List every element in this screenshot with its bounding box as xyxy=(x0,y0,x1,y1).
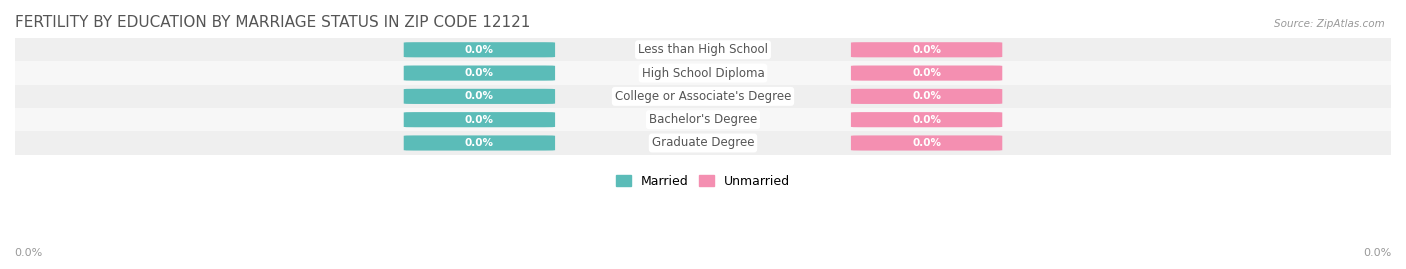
FancyBboxPatch shape xyxy=(404,135,555,151)
FancyBboxPatch shape xyxy=(851,112,1002,127)
FancyBboxPatch shape xyxy=(404,42,555,57)
FancyBboxPatch shape xyxy=(851,89,1002,104)
FancyBboxPatch shape xyxy=(851,135,1002,151)
Text: 0.0%: 0.0% xyxy=(465,91,494,101)
Bar xyxy=(15,61,1391,85)
Text: 0.0%: 0.0% xyxy=(465,115,494,125)
Bar xyxy=(15,108,1391,131)
Text: Bachelor's Degree: Bachelor's Degree xyxy=(650,113,756,126)
Text: 0.0%: 0.0% xyxy=(912,45,941,55)
FancyBboxPatch shape xyxy=(404,89,555,104)
Bar xyxy=(15,38,1391,61)
Text: Graduate Degree: Graduate Degree xyxy=(652,136,754,150)
Text: 0.0%: 0.0% xyxy=(912,138,941,148)
FancyBboxPatch shape xyxy=(851,42,1002,57)
Text: 0.0%: 0.0% xyxy=(465,68,494,78)
Bar xyxy=(15,85,1391,108)
FancyBboxPatch shape xyxy=(404,65,555,81)
Text: College or Associate's Degree: College or Associate's Degree xyxy=(614,90,792,103)
FancyBboxPatch shape xyxy=(851,65,1002,81)
Text: 0.0%: 0.0% xyxy=(465,138,494,148)
Text: Source: ZipAtlas.com: Source: ZipAtlas.com xyxy=(1274,19,1385,29)
Text: 0.0%: 0.0% xyxy=(912,91,941,101)
Text: Less than High School: Less than High School xyxy=(638,43,768,56)
Text: 0.0%: 0.0% xyxy=(912,68,941,78)
Bar xyxy=(15,131,1391,155)
FancyBboxPatch shape xyxy=(404,112,555,127)
Text: 0.0%: 0.0% xyxy=(912,115,941,125)
Legend: Married, Unmarried: Married, Unmarried xyxy=(612,170,794,193)
Text: High School Diploma: High School Diploma xyxy=(641,66,765,80)
Text: 0.0%: 0.0% xyxy=(465,45,494,55)
Text: 0.0%: 0.0% xyxy=(14,248,42,258)
Text: FERTILITY BY EDUCATION BY MARRIAGE STATUS IN ZIP CODE 12121: FERTILITY BY EDUCATION BY MARRIAGE STATU… xyxy=(15,15,530,30)
Text: 0.0%: 0.0% xyxy=(1364,248,1392,258)
